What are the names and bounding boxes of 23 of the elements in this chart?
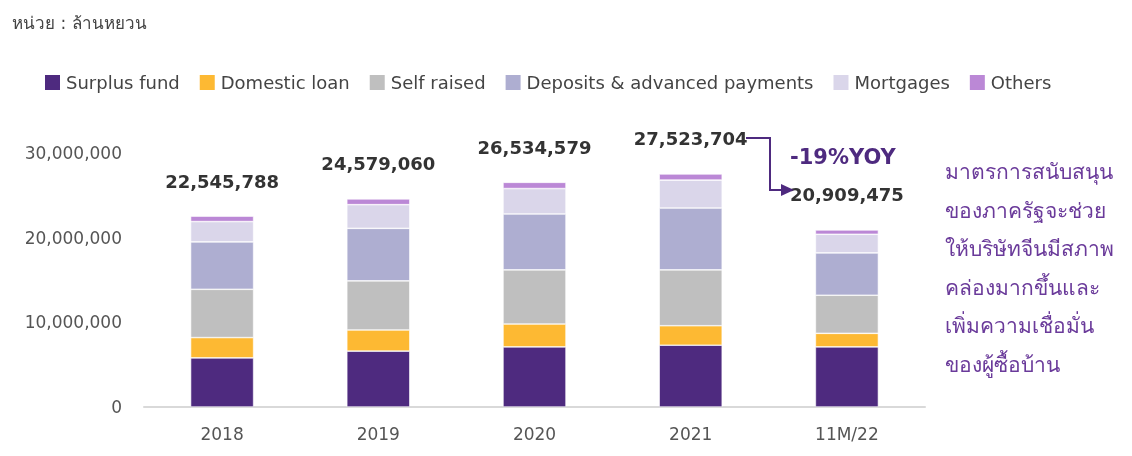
total-label: 22,545,788 [165, 170, 280, 192]
y-tick-label: 0 [111, 397, 122, 417]
total-label: 27,523,704 [633, 128, 748, 150]
legend-label: Surplus fund [66, 72, 180, 93]
y-tick-label: 30,000,000 [24, 143, 122, 163]
x-tick-label: 2019 [356, 423, 400, 444]
x-tick-label: 2018 [200, 423, 244, 444]
text: มาตรการสนับสนุน ของภาครัฐจะช่วย ให้บริษัทจีนมีสภาพ คล่องมากขึ้นและ เพิ่มความเชื่อมั่น ของผู้ซื้อบ้าน [945, 160, 1114, 378]
legend-label: Deposits & advanced payments [526, 72, 814, 93]
x-tick-label: 11M/22 [815, 423, 879, 444]
legend-label: Domestic loan [220, 72, 350, 93]
x-tick-label: 2020 [512, 423, 557, 444]
y-tick-label: 20,000,000 [24, 227, 122, 248]
legend-label: Self raised [390, 72, 486, 93]
x-tick-label: 2021 [669, 423, 713, 444]
total-label: 24,579,060 [321, 153, 436, 175]
total-label: 26,534,579 [477, 136, 592, 158]
legend-label: Others [990, 72, 1052, 93]
y-tick-label: 10,000,000 [24, 312, 122, 333]
annotation: -19%YOY [790, 144, 897, 169]
total-label: 20,909,475 [789, 184, 904, 206]
chart-subtitle: หน่วย : ล้านหยวน [12, 12, 147, 33]
legend-label: Mortgages [854, 72, 950, 93]
